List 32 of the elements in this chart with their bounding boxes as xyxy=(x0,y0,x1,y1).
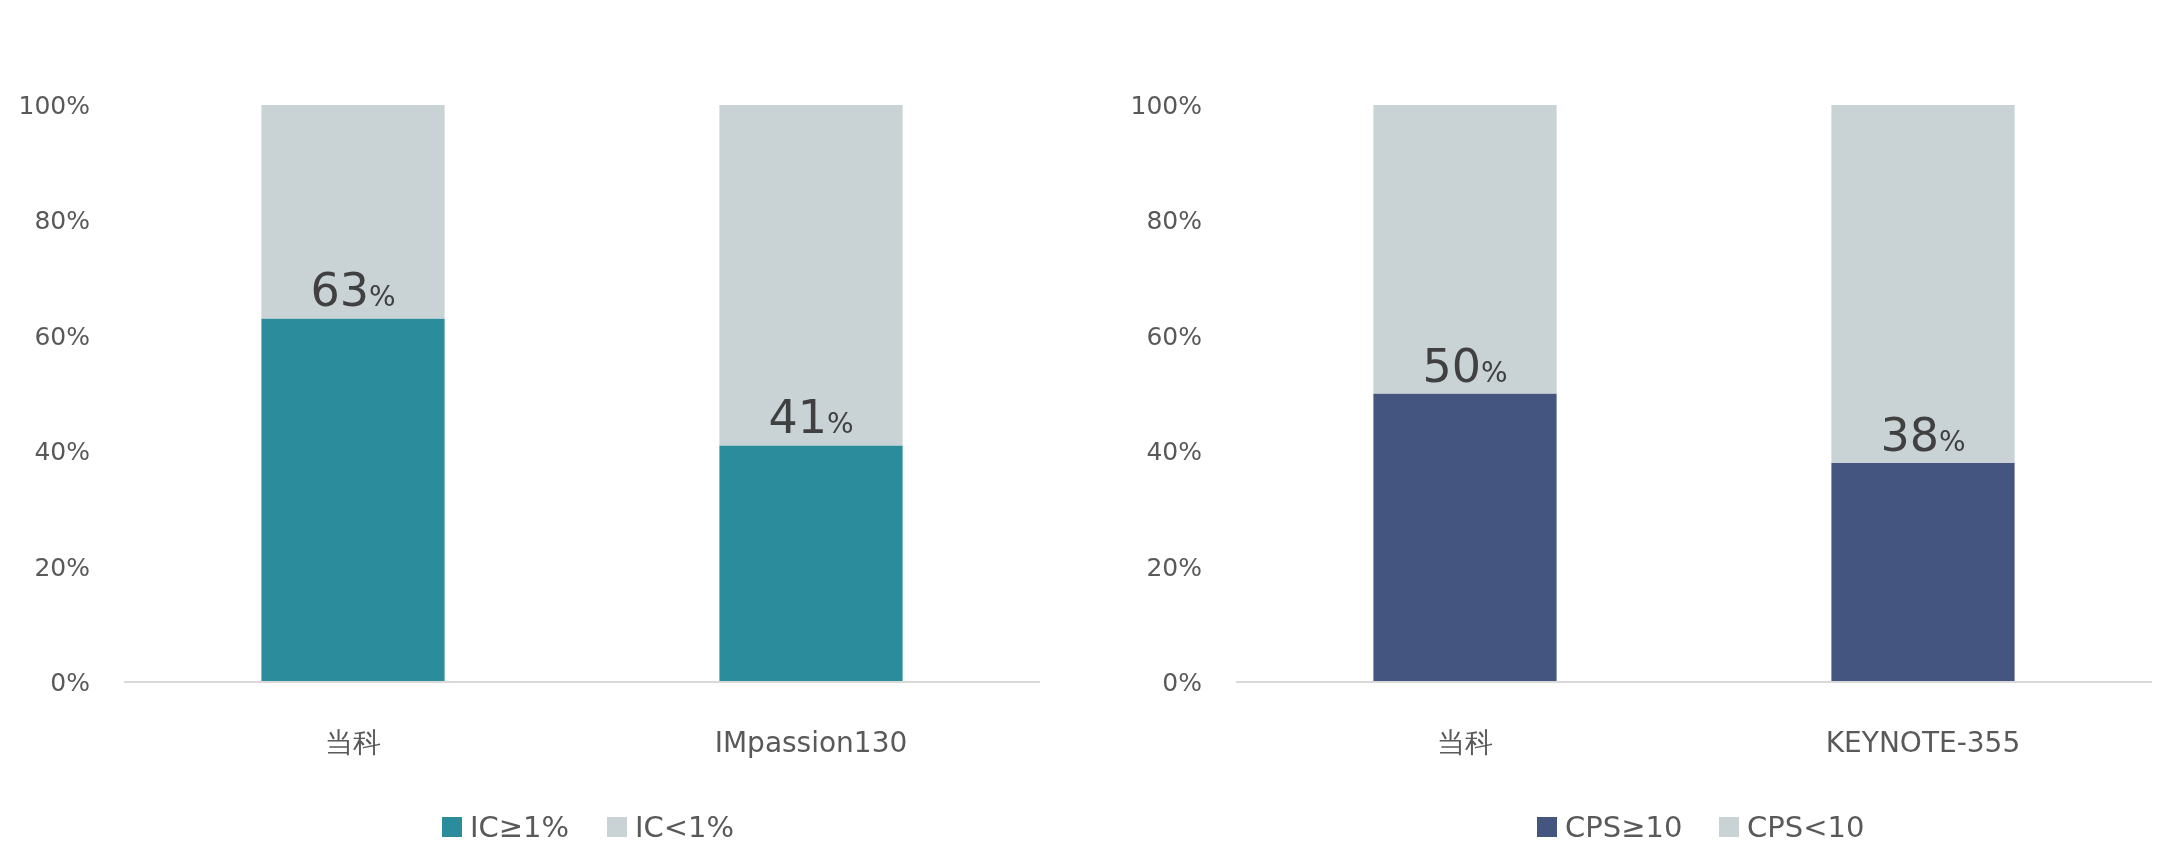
legend-label: CPS≥10 xyxy=(1565,810,1683,844)
legend-label: CPS<10 xyxy=(1747,810,1865,844)
legend-label: IC<1% xyxy=(635,810,735,844)
y-tick-label: 0% xyxy=(50,668,90,697)
data-label: 41% xyxy=(768,390,854,445)
legend-label: IC≥1% xyxy=(470,810,570,844)
bar xyxy=(1831,462,2015,682)
y-tick-label: 40% xyxy=(34,437,90,467)
y-tick-label: 20% xyxy=(34,552,90,582)
bar xyxy=(1373,105,1557,394)
y-tick-label: 100% xyxy=(18,91,90,120)
y-tick-label: 100% xyxy=(1130,91,1202,120)
x-tick-label: KEYNOTE-355 xyxy=(1825,726,2021,759)
x-tick-label: 当科 xyxy=(1437,726,1493,759)
bar xyxy=(1831,105,2015,463)
data-label: 50% xyxy=(1422,338,1508,393)
data-label: 38% xyxy=(1880,407,1966,462)
y-tick-label: 80% xyxy=(1146,206,1202,236)
x-tick-label: IMpassion130 xyxy=(714,726,908,759)
bar xyxy=(1373,393,1557,682)
y-tick-label: 40% xyxy=(1146,437,1202,467)
y-tick-label: 20% xyxy=(1146,552,1202,582)
bar xyxy=(261,105,445,319)
bar xyxy=(261,318,445,682)
y-tick-label: 80% xyxy=(34,206,90,236)
bar xyxy=(719,445,903,682)
y-tick-label: 60% xyxy=(34,321,90,351)
data-label: 63% xyxy=(310,263,396,318)
y-tick-label: 60% xyxy=(1146,321,1202,351)
bar xyxy=(719,105,903,446)
y-tick-label: 0% xyxy=(1162,668,1202,697)
x-tick-label: 当科 xyxy=(325,726,381,759)
